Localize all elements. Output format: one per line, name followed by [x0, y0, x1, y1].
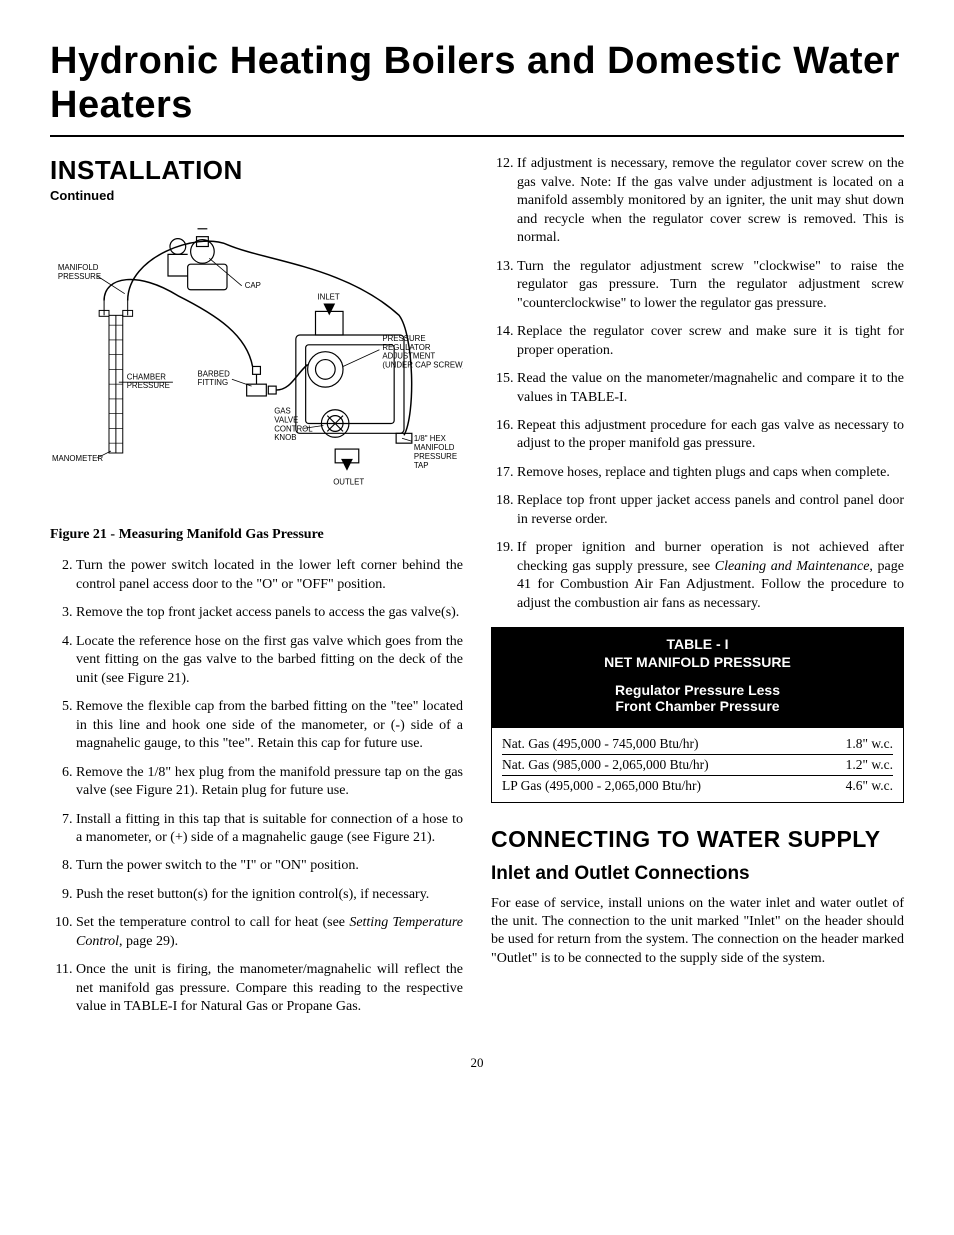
step-item: Replace the regulator cover screw and ma…: [517, 323, 904, 360]
table-row: Nat. Gas (985,000 - 2,065,000 Btu/hr) 1.2…: [502, 755, 893, 776]
label-barbed-fitting: BARBED FITTING: [198, 370, 233, 388]
label-pressure-regulator: PRESSURE REGULATOR ADJUSTMENT (UNDER CAP…: [382, 334, 463, 370]
table-title-2: NET MANIFOLD PRESSURE: [502, 654, 893, 670]
step-item: Remove hoses, replace and tighten plugs …: [517, 464, 904, 482]
left-steps-list: Turn the power switch located in the low…: [50, 557, 463, 1016]
table-subtitle: Regulator Pressure LessFront Chamber Pre…: [502, 682, 893, 714]
table-title-1: TABLE - I: [502, 636, 893, 652]
step-item: Repeat this adjustment procedure for eac…: [517, 417, 904, 454]
left-column: INSTALLATION Continued: [50, 155, 463, 1026]
table-row: LP Gas (495,000 - 2,065,000 Btu/hr) 4.6" …: [502, 776, 893, 796]
connecting-water-supply-heading: CONNECTING TO WATER SUPPLY: [491, 827, 904, 852]
label-gas-valve: GAS VALVE CONTROL KNOB: [274, 407, 315, 443]
table-row-label: Nat. Gas (495,000 - 745,000 Btu/hr): [502, 736, 698, 752]
right-column: If adjustment is necessary, remove the r…: [491, 155, 904, 1026]
step-item: Replace top front upper jacket access pa…: [517, 492, 904, 529]
figure-caption: Figure 21 - Measuring Manifold Gas Press…: [50, 527, 463, 543]
table-row-value: 1.8" w.c.: [846, 736, 893, 752]
inlet-outlet-body: For ease of service, install unions on t…: [491, 895, 904, 969]
step-item: Remove the flexible cap from the barbed …: [76, 698, 463, 753]
step-item: Once the unit is firing, the manometer/m…: [76, 961, 463, 1016]
step-item: If proper ignition and burner operation …: [517, 539, 904, 613]
label-chamber-pressure: CHAMBER PRESSURE: [127, 373, 170, 391]
label-outlet: OUTLET: [333, 478, 364, 487]
table-row-value: 1.2" w.c.: [846, 757, 893, 773]
step-item: Push the reset button(s) for the ignitio…: [76, 886, 463, 904]
label-manifold-pressure: MANIFOLD PRESSURE: [58, 263, 101, 281]
label-inlet: INLET: [317, 293, 339, 302]
step-item: Remove the 1/8" hex plug from the manifo…: [76, 764, 463, 801]
title-rule: [50, 135, 904, 137]
table-header: TABLE - I NET MANIFOLD PRESSURE Regulato…: [492, 628, 903, 728]
table-row-value: 4.6" w.c.: [846, 778, 893, 794]
installation-heading: INSTALLATION: [50, 155, 463, 186]
table-row: Nat. Gas (495,000 - 745,000 Btu/hr) 1.8" …: [502, 734, 893, 755]
two-column-layout: INSTALLATION Continued: [50, 155, 904, 1026]
continued-label: Continued: [50, 188, 463, 203]
inlet-outlet-heading: Inlet and Outlet Connections: [491, 863, 904, 885]
step-item: Turn the power switch located in the low…: [76, 557, 463, 594]
step-item: Locate the reference hose on the first g…: [76, 633, 463, 688]
step-item: Read the value on the manometer/magnahel…: [517, 370, 904, 407]
step-item: If adjustment is necessary, remove the r…: [517, 155, 904, 247]
step-item: Remove the top front jacket access panel…: [76, 604, 463, 622]
step-item: Install a fitting in this tap that is su…: [76, 811, 463, 848]
figure-21: MANIFOLD PRESSURE CAP INLET PRESSURE REG…: [50, 217, 463, 517]
label-cap: CAP: [245, 281, 261, 290]
table-i: TABLE - I NET MANIFOLD PRESSURE Regulato…: [491, 627, 904, 803]
label-manometer: MANOMETER: [52, 454, 103, 463]
step-item: Turn the regulator adjustment screw "clo…: [517, 258, 904, 313]
table-body: Nat. Gas (495,000 - 745,000 Btu/hr) 1.8" …: [492, 728, 903, 802]
table-row-label: Nat. Gas (985,000 - 2,065,000 Btu/hr): [502, 757, 709, 773]
right-steps-list: If adjustment is necessary, remove the r…: [491, 155, 904, 613]
page-number: 20: [50, 1055, 904, 1071]
label-hex-tap: 1/8" HEX MANIFOLD PRESSURE TAP: [414, 435, 459, 471]
step-item: Turn the power switch to the "I" or "ON"…: [76, 857, 463, 875]
table-row-label: LP Gas (495,000 - 2,065,000 Btu/hr): [502, 778, 701, 794]
manifold-diagram-svg: MANIFOLD PRESSURE CAP INLET PRESSURE REG…: [50, 217, 463, 512]
document-title: Hydronic Heating Boilers and Domestic Wa…: [50, 40, 904, 127]
step-item: Set the temperature control to call for …: [76, 914, 463, 951]
